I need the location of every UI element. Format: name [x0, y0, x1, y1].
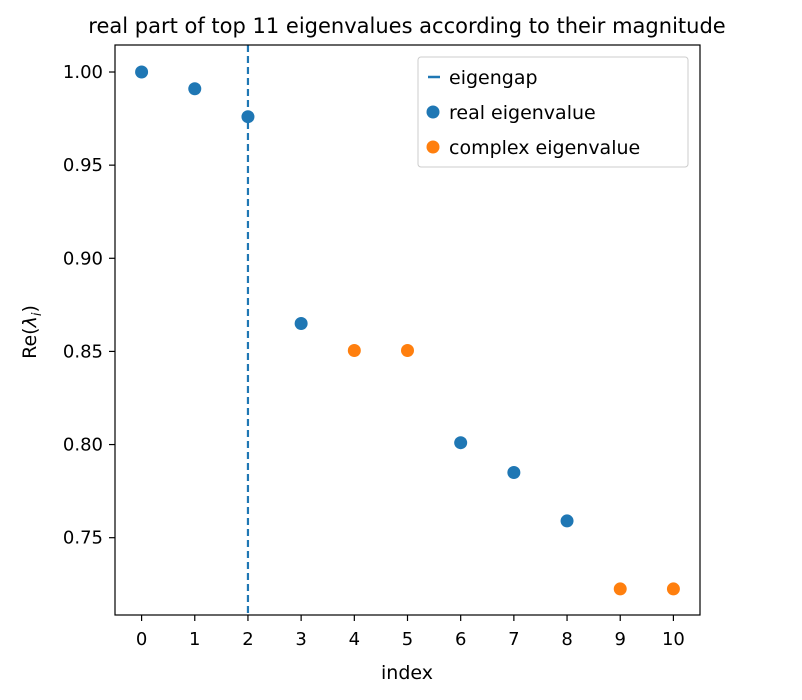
x-tick-label-8: 8 [561, 629, 572, 650]
real-eigenvalue-point-1 [188, 82, 202, 96]
complex-eigenvalue-point-9 [613, 582, 627, 596]
x-axis-label: index [381, 662, 433, 684]
legend-real-marker [426, 105, 440, 119]
x-tick-label-10: 10 [662, 629, 685, 650]
legend-real-label: real eigenvalue [449, 102, 596, 124]
y-axis-label-prefix: Re( [19, 327, 41, 358]
legend-frame [417, 56, 689, 168]
y-axis-label-suffix: ) [19, 305, 41, 312]
x-tick-label-7: 7 [508, 629, 519, 650]
real-eigenvalue-point-0 [135, 65, 149, 79]
y-tick-label-0: 0.75 [63, 528, 103, 549]
y-axis-label-subscript: i [30, 312, 45, 316]
y-tick-label-2: 0.85 [63, 341, 103, 362]
legend-complex-label: complex eigenvalue [449, 137, 640, 159]
legend-complex-marker [426, 140, 440, 154]
y-axis-label-symbol: λ [19, 316, 41, 328]
y-axis-label: Re(λi) [19, 305, 45, 359]
y-tick-label-3: 0.90 [63, 248, 103, 269]
complex-eigenvalue-point-5 [401, 343, 414, 357]
x-tick-label-5: 5 [402, 629, 413, 650]
complex-eigenvalue-point-10 [666, 582, 680, 596]
y-tick-label-5: 1.00 [63, 62, 103, 83]
x-tick-label-3: 3 [295, 629, 306, 650]
real-eigenvalue-point-2 [241, 110, 255, 124]
real-eigenvalue-point-8 [560, 514, 574, 528]
x-tick-label-4: 4 [349, 629, 360, 650]
plot-area: 0 1 2 3 4 5 6 7 8 9 10 0.75 0.80 0.85 0.90 0.95 1.00 [63, 44, 701, 650]
real-eigenvalue-point-6 [454, 436, 468, 450]
x-tick-label-0: 0 [136, 629, 147, 650]
chart-title: real part of top 11 eigenvalues accordin… [88, 14, 725, 38]
x-tick-label-2: 2 [242, 629, 253, 650]
y-tick-label-1: 0.80 [63, 435, 103, 456]
legend: eigengap real eigenvalue complex eigenva… [417, 56, 689, 168]
y-tick-label-4: 0.95 [63, 155, 103, 176]
x-tick-label-9: 9 [615, 629, 626, 650]
x-tick-label-1: 1 [189, 629, 200, 650]
real-eigenvalue-point-3 [294, 316, 308, 330]
legend-eigengap-label: eigengap [449, 67, 538, 89]
real-eigenvalue-point-7 [507, 466, 521, 479]
x-tick-label-6: 6 [455, 629, 466, 650]
complex-eigenvalue-point-4 [347, 343, 361, 357]
